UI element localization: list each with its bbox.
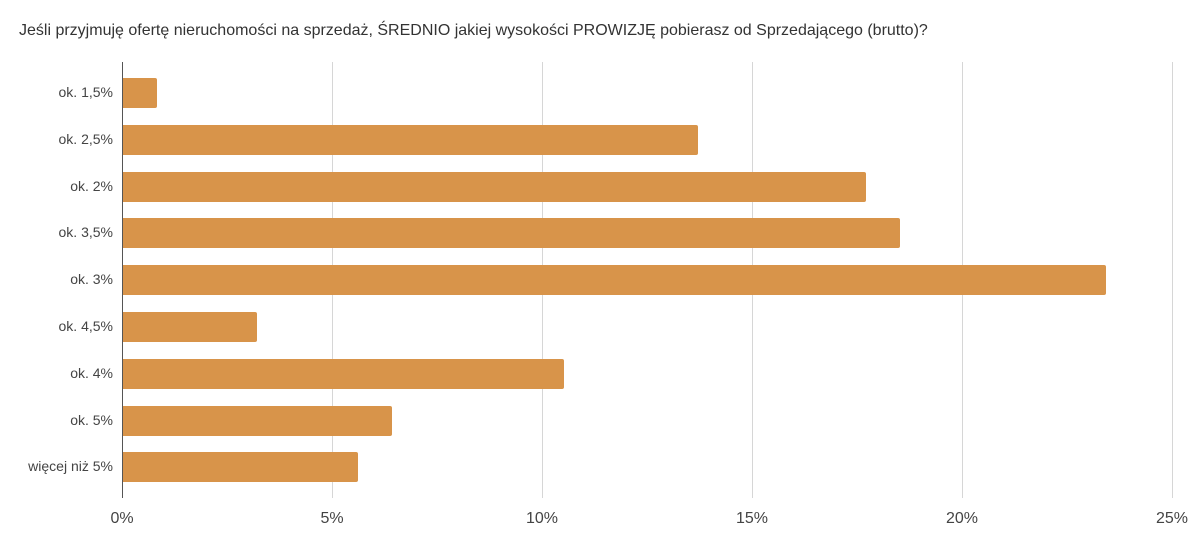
category-label: ok. 5% <box>70 411 113 428</box>
category-label: ok. 2% <box>70 177 113 194</box>
bar <box>123 171 867 202</box>
bar <box>123 405 392 436</box>
category-label: ok. 4% <box>70 364 113 381</box>
category-label: ok. 2,5% <box>58 130 113 147</box>
bar <box>123 218 900 249</box>
bar <box>123 265 1106 296</box>
plot-area <box>122 62 1173 498</box>
x-tick-label: 20% <box>945 510 979 527</box>
x-tick-label: 15% <box>735 510 769 527</box>
category-label: więcej niż 5% <box>28 458 113 475</box>
y-axis-line <box>122 62 123 498</box>
bar <box>123 312 258 342</box>
bar <box>123 358 564 389</box>
bar <box>123 124 699 155</box>
x-tick-label: 0% <box>110 510 134 527</box>
category-label: ok. 4,5% <box>58 318 113 334</box>
category-label: ok. 3% <box>70 271 113 288</box>
bar <box>123 78 157 108</box>
gridline-25 <box>1172 62 1173 498</box>
chart-title: Jeśli przyjmuję ofertę nieruchomości na … <box>19 22 928 39</box>
x-tick-label: 10% <box>525 510 559 527</box>
category-label: ok. 3,5% <box>58 224 113 241</box>
x-tick-label: 25% <box>1155 510 1189 527</box>
x-tick-label: 5% <box>320 510 344 527</box>
category-label: ok. 1,5% <box>58 84 113 100</box>
bar <box>123 452 359 483</box>
